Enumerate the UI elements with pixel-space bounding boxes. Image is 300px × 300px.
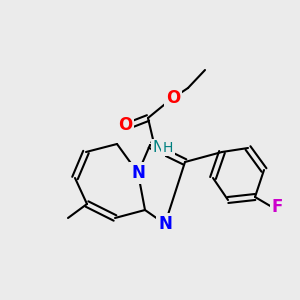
Text: H: H [163,141,173,155]
Text: O: O [166,89,180,107]
Text: N: N [131,164,145,182]
Text: N: N [158,215,172,233]
Text: O: O [118,116,132,134]
Text: F: F [271,198,283,216]
Text: N: N [152,140,164,155]
